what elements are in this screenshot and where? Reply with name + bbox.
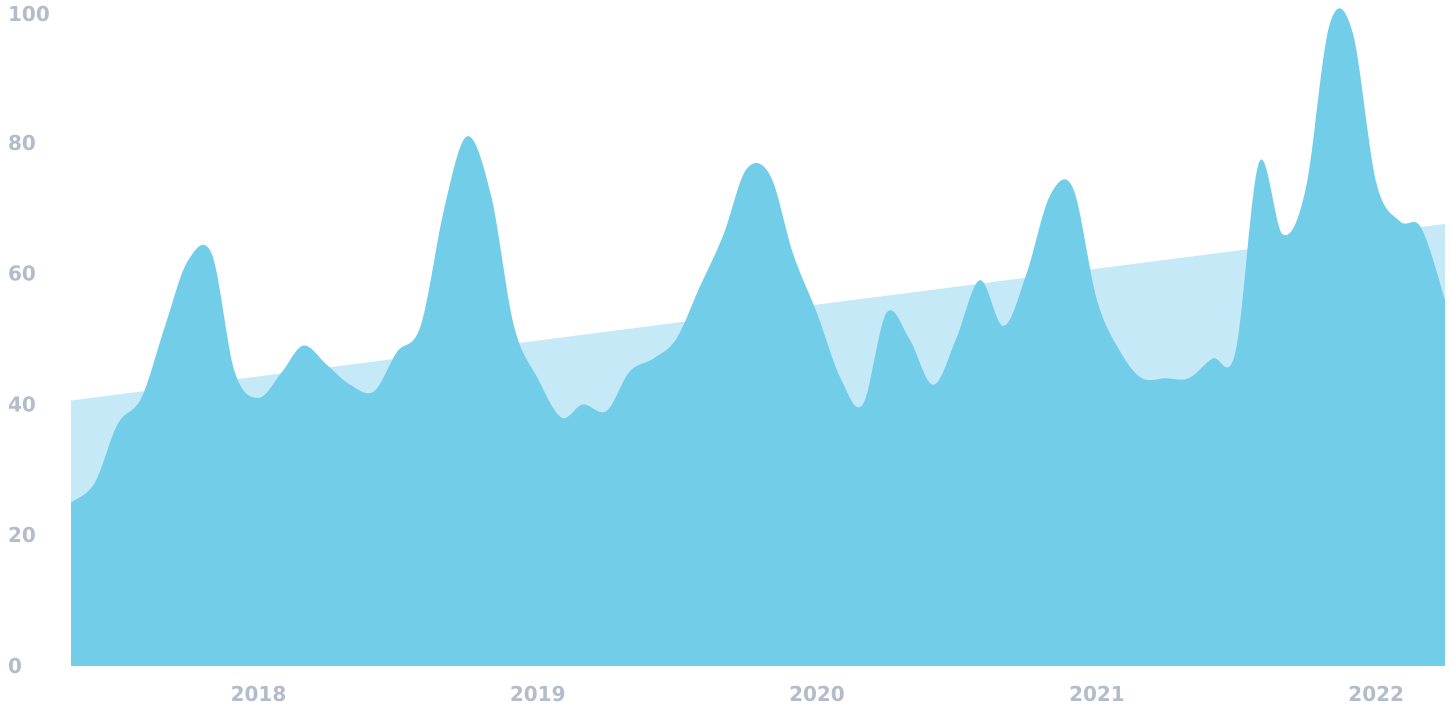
x-tick-label: 2019 — [510, 682, 566, 706]
y-tick-label: 100 — [8, 2, 50, 26]
x-tick-label: 2022 — [1348, 682, 1404, 706]
y-tick-label: 60 — [8, 262, 36, 286]
y-tick-label: 0 — [8, 654, 22, 678]
x-tick-label: 2018 — [231, 682, 287, 706]
series-area — [71, 8, 1445, 666]
x-tick-label: 2021 — [1069, 682, 1125, 706]
x-axis: 2018 2019 2020 2021 2022 — [231, 682, 1404, 706]
x-tick-label: 2020 — [789, 682, 845, 706]
y-axis: 0 20 40 60 80 100 — [8, 2, 50, 678]
y-tick-label: 40 — [8, 392, 36, 416]
plot-area — [71, 8, 1445, 666]
y-tick-label: 20 — [8, 523, 36, 547]
y-tick-label: 80 — [8, 131, 36, 155]
